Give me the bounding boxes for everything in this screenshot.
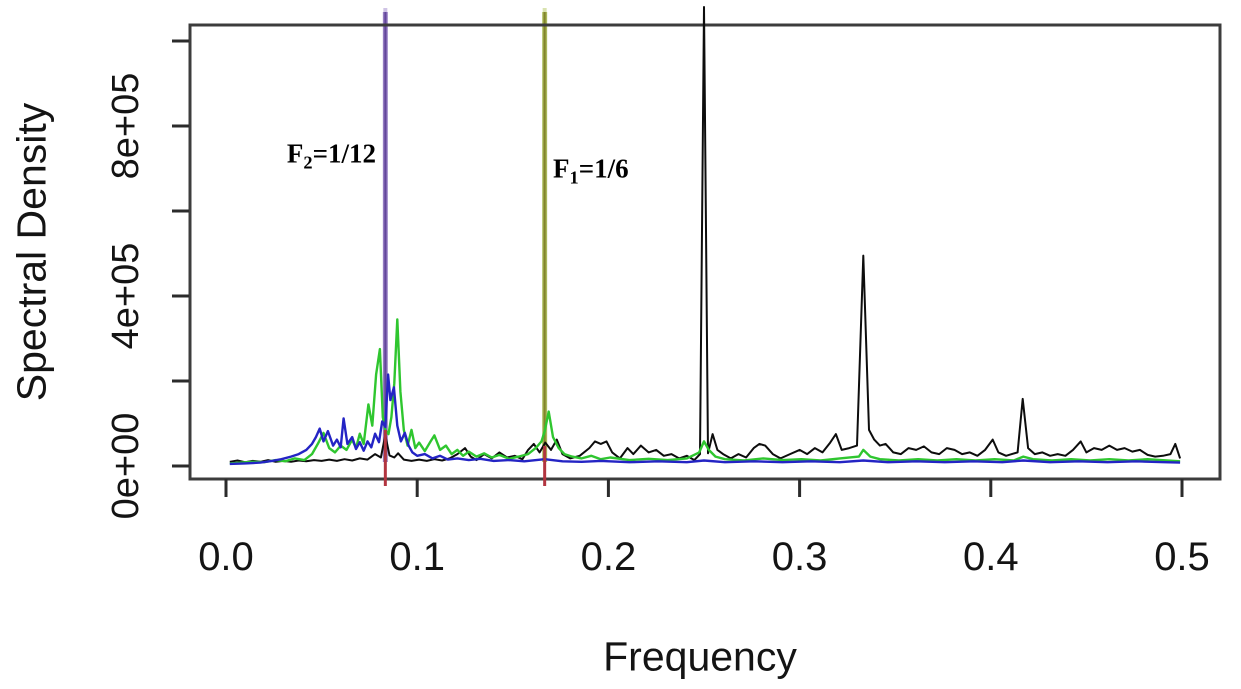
annotation-f2: F2=1/12 <box>287 138 376 173</box>
x-tick-label: 0.4 <box>963 535 1019 579</box>
annotation-f2-prefix: F <box>286 138 304 169</box>
periodogram-black-curve <box>229 6 1182 464</box>
red-marker-f2 <box>383 430 387 486</box>
x-axis-title: Frequency <box>603 633 797 680</box>
x-tick-label: 0.1 <box>389 535 445 579</box>
x-tick-label: 0.0 <box>198 535 254 579</box>
y-tick-label: 0e+00 <box>105 413 147 520</box>
annotation-f1-prefix: F <box>553 153 570 184</box>
periodogram-green-curve <box>229 318 1181 465</box>
x-tick-label: 0.3 <box>772 535 828 579</box>
y-tick-label: 8e+05 <box>105 73 147 180</box>
x-tick-label: 0.5 <box>1154 535 1210 579</box>
red-marker-f1 <box>543 446 547 486</box>
annotation-f2-sub: 2 <box>303 152 313 173</box>
annotation-f1: F1=1/6 <box>553 153 629 188</box>
periodogram-blue-curve <box>229 373 1181 466</box>
y-tick-label: 4e+05 <box>105 243 147 350</box>
annotation-f1-sub: 1 <box>569 167 579 188</box>
x-tick-label: 0.2 <box>581 535 637 579</box>
y-axis-title: Spectral Density <box>8 102 55 402</box>
vline-marker-f2 <box>382 12 388 462</box>
annotation-f1-rest: =1/6 <box>578 153 629 184</box>
annotation-f2-rest: =1/12 <box>312 138 376 169</box>
vline-marker-f1 <box>542 12 548 462</box>
